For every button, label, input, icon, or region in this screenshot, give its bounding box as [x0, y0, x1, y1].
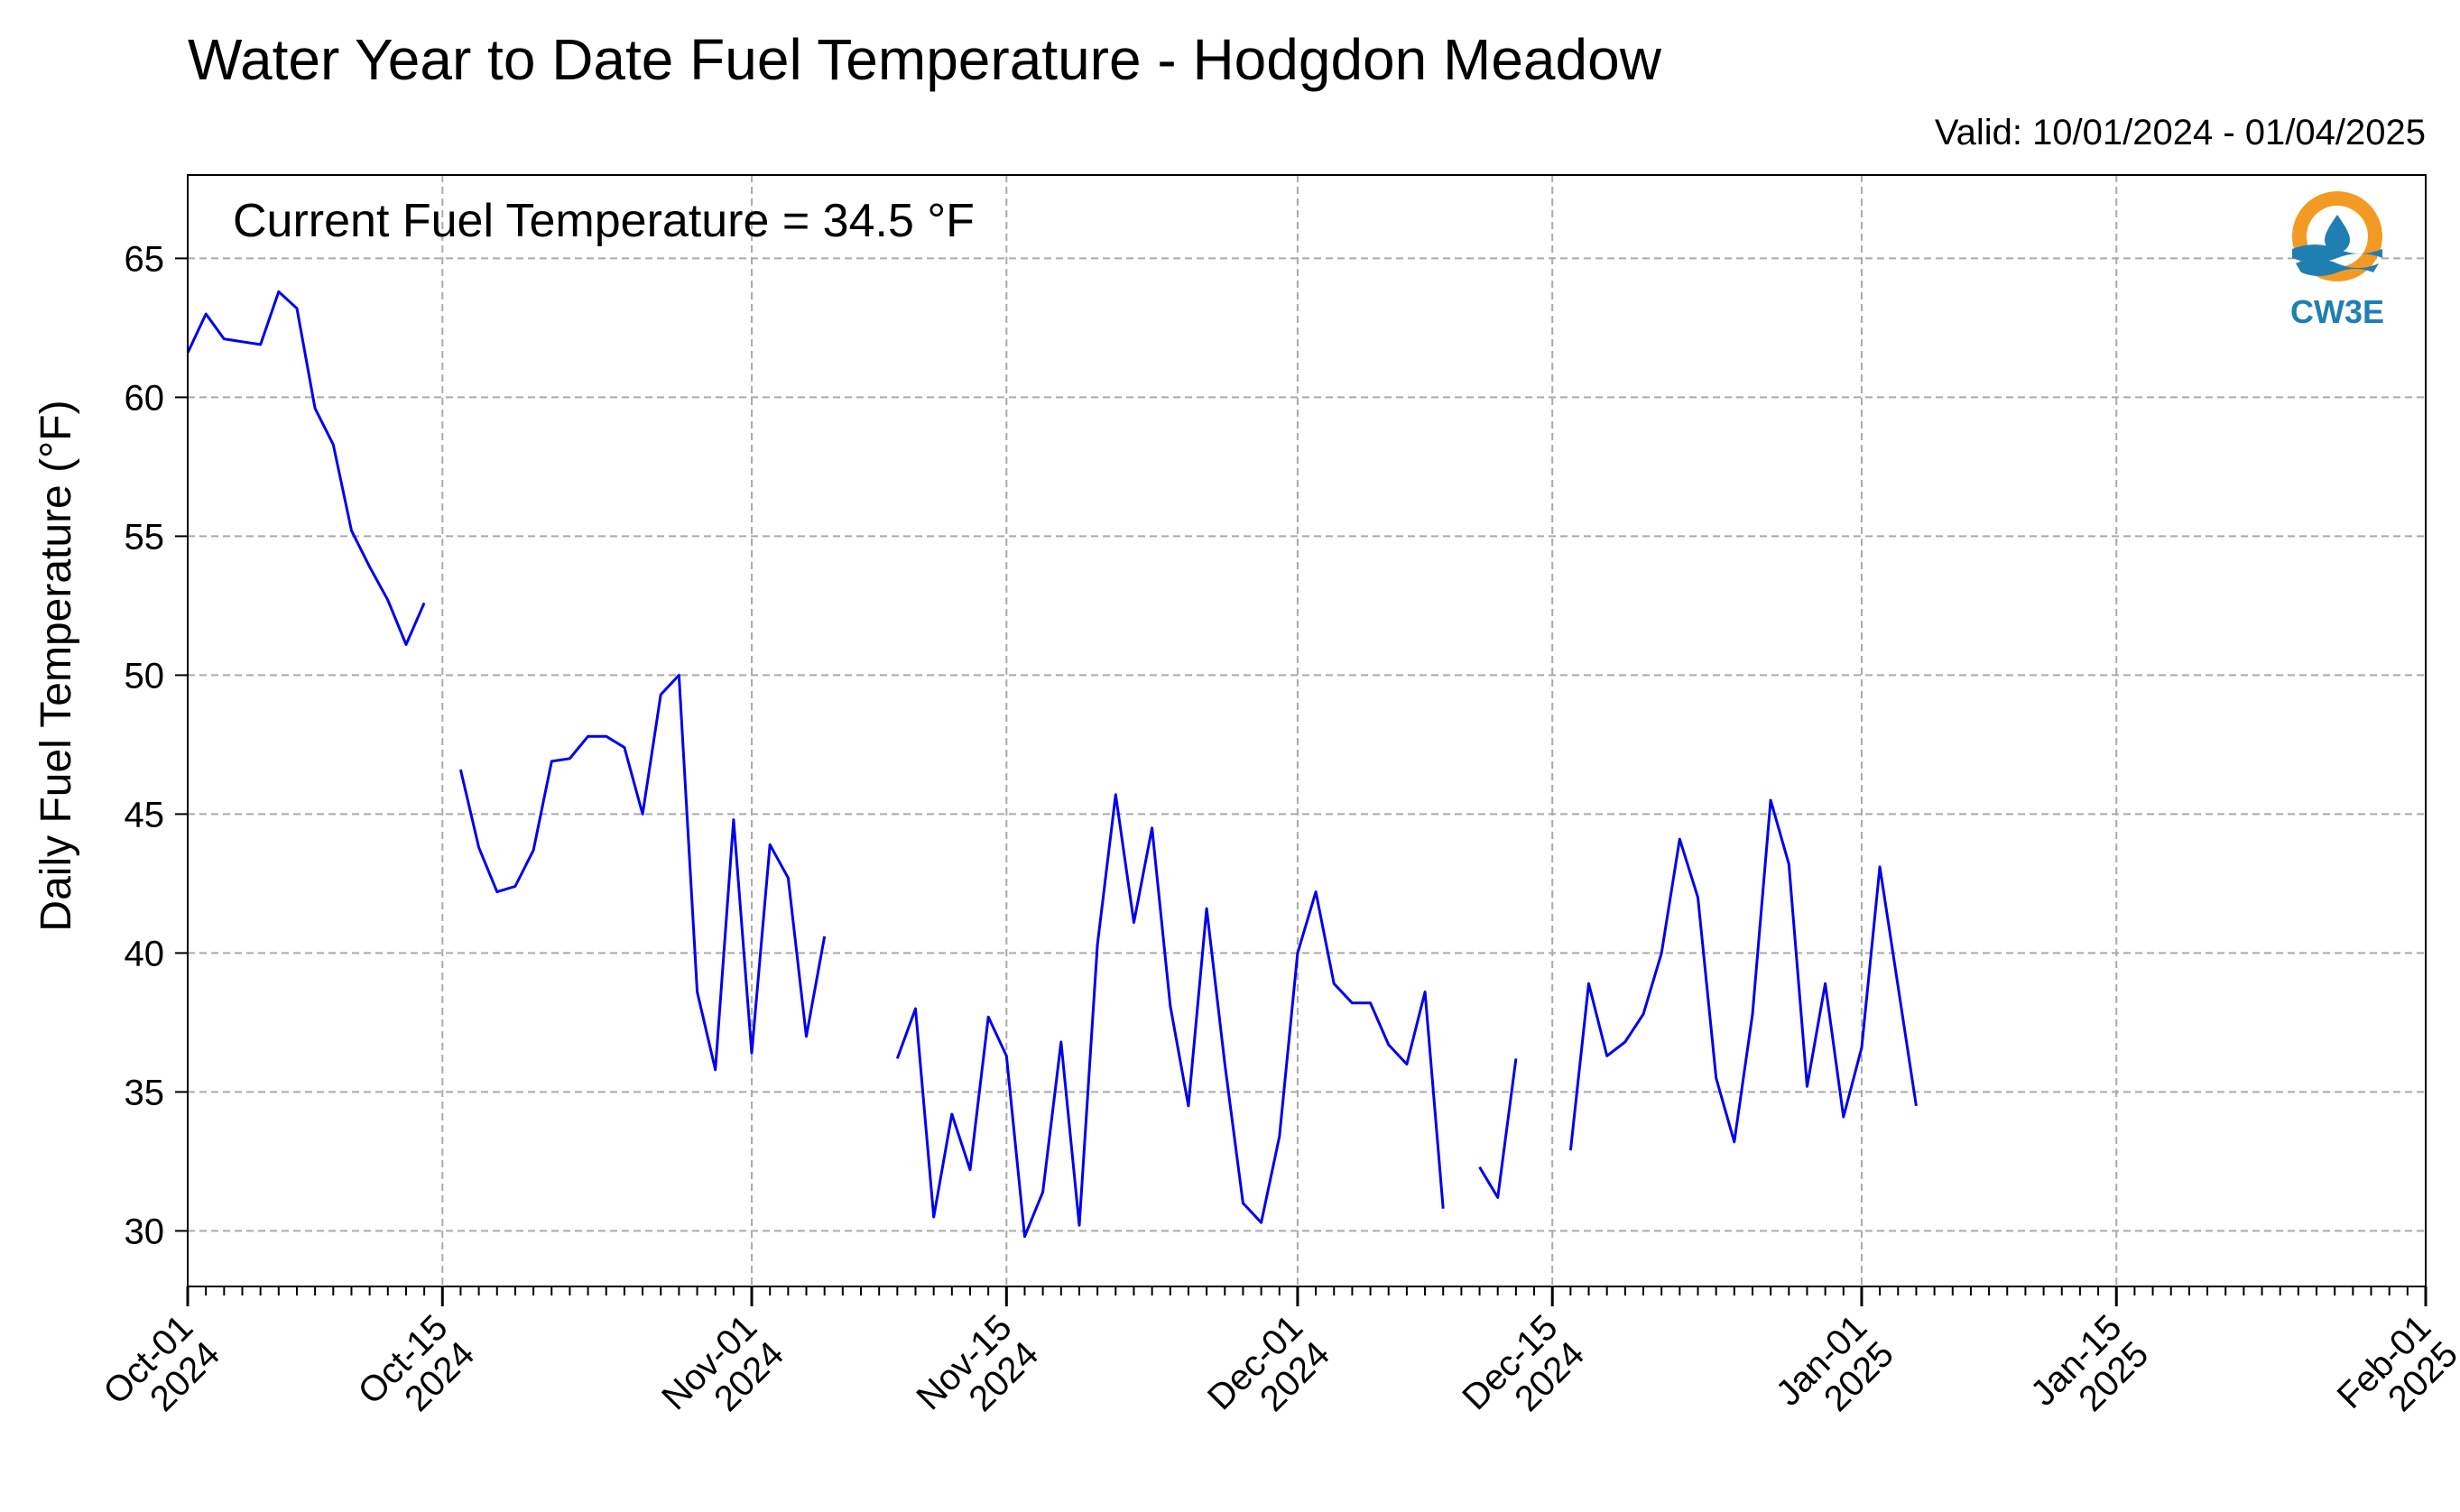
x-tick-label: Oct-012024	[96, 1307, 227, 1439]
x-tick-label: Dec-012024	[1200, 1307, 1337, 1444]
y-axis-label: Daily Fuel Temperature (°F)	[32, 400, 80, 931]
y-tick-label: 45	[125, 795, 165, 834]
x-tick-label: Nov-152024	[909, 1307, 1046, 1444]
logo-text: CW3E	[2290, 293, 2384, 330]
logo-wave-1	[2292, 244, 2382, 263]
series-line-segment	[186, 290, 426, 646]
y-tick-label: 65	[125, 239, 165, 279]
y-tick-label: 30	[125, 1212, 165, 1251]
x-tick-label: Nov-012024	[654, 1307, 791, 1444]
x-tick-label: Feb-012025	[2330, 1307, 2460, 1443]
series-line-segment	[458, 673, 827, 1072]
series-line	[186, 290, 1918, 1239]
valid-range: Valid: 10/01/2024 - 01/04/2025	[1935, 113, 2426, 152]
y-tick-label: 40	[125, 934, 165, 973]
x-tick-label: Jan-152025	[2023, 1307, 2156, 1440]
axis-ticks: 30 35 40 45 50 55 60 65 Oct-012024 Oct-152024 Nov-…	[96, 239, 2460, 1444]
plot-frame	[187, 174, 2427, 1287]
x-tick-label: Dec-152024	[1455, 1307, 1592, 1444]
series-line-segment	[895, 793, 1445, 1239]
x-tick-label: Jan-012025	[1769, 1307, 1901, 1440]
gridlines	[188, 175, 2426, 1286]
logo-wave-2	[2296, 259, 2379, 276]
chart-title: Water Year to Date Fuel Temperature - Ho…	[188, 27, 1662, 92]
y-tick-label: 60	[125, 378, 165, 418]
cw3e-logo: CW3E	[2290, 191, 2384, 330]
series-line-segment	[1568, 798, 1918, 1151]
y-tick-label: 35	[125, 1073, 165, 1112]
y-tick-label: 50	[125, 656, 165, 696]
current-fuel-temperature: Current Fuel Temperature = 34.5 °F	[233, 195, 975, 247]
x-tick-label: Oct-152024	[351, 1307, 483, 1439]
y-tick-label: 55	[125, 517, 165, 557]
water-drop-icon	[2325, 215, 2350, 253]
series-line-segment	[1478, 1058, 1518, 1199]
